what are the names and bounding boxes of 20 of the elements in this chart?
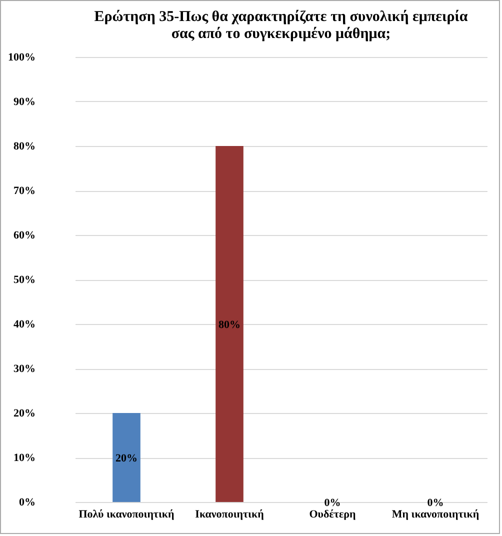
y-tick-label: 0% <box>19 496 36 508</box>
y-tick-label: 90% <box>14 96 36 108</box>
data-label: 20% <box>116 452 138 464</box>
y-tick-label: 50% <box>14 274 36 286</box>
data-label: 0% <box>324 497 341 509</box>
x-tick-label: Πολύ ικανοποιητική <box>78 508 174 520</box>
y-tick-label: 70% <box>14 185 36 197</box>
y-tick-label: 40% <box>14 318 36 330</box>
x-tick-label: Ουδέτερη <box>309 508 356 520</box>
data-label: 0% <box>427 497 444 509</box>
y-tick-label: 20% <box>14 408 36 420</box>
data-label: 80% <box>218 319 240 331</box>
y-tick-label: 100% <box>8 52 36 64</box>
chart-title: Ερώτηση 35-Πως θα χαρακτηρίζατε τη συνολική εμπειρία σας από το συγκεκριμένο μάθημα; <box>94 9 468 42</box>
y-tick-label: 30% <box>14 363 36 375</box>
y-tick-label: 80% <box>14 140 36 152</box>
y-tick-label: 60% <box>14 230 36 242</box>
y-tick-label: 10% <box>14 452 36 464</box>
x-tick-label: Μη ικανοποιητική <box>392 508 480 520</box>
x-tick-label: Ικανοποιητική <box>195 508 264 520</box>
